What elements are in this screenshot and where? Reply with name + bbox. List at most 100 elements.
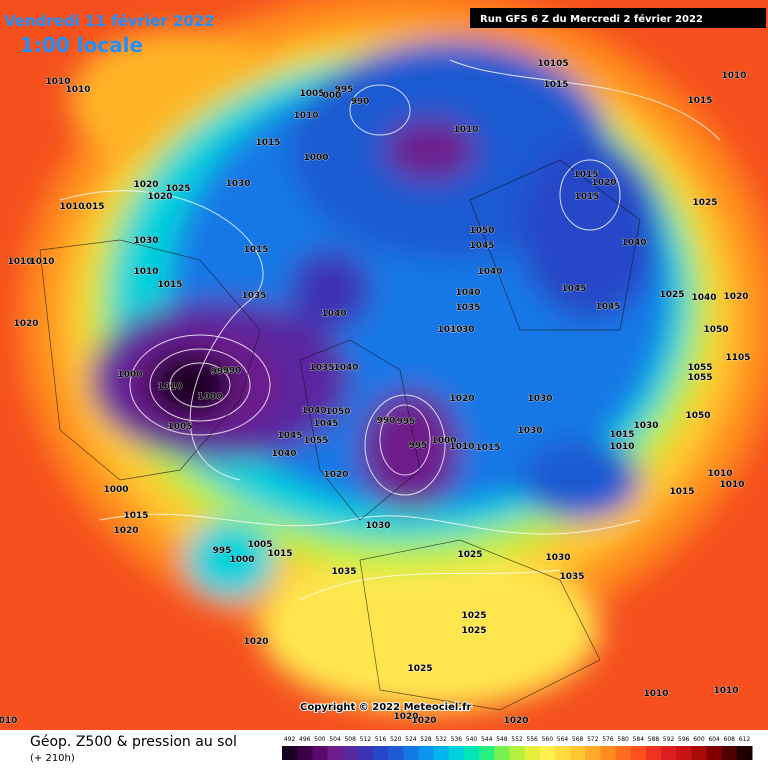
isobar-label: 1015 [574,192,599,202]
scale-label: 552 [511,736,523,743]
isobar-label: 1010 [713,686,738,696]
isobar-label: 1015 [267,549,292,559]
scale-swatch [312,746,328,760]
scale-swatch [554,746,571,760]
scale-label: 528 [420,736,432,743]
isobar-label: 1025 [461,626,486,636]
isobar-label: 1020 [449,394,474,404]
isobar-label: 1030 [545,553,570,563]
isobar-label: 1030 [633,421,658,431]
isobar-label: 1040 [271,449,296,459]
isobar-label: 1045 [313,419,338,429]
scale-swatch [357,746,374,760]
isobar-label: 995 [335,85,354,95]
isobar-label: 1020 [113,526,138,536]
scale-swatch [706,746,723,760]
isobar-label: 1010 [45,77,70,87]
isobar-label: 1025 [165,184,190,194]
isobar-label: 1025 [461,611,486,621]
isobar-label: 1010 [293,111,318,121]
isobar-label: 1020 [147,192,172,202]
scale-swatch [645,746,662,760]
isobar-label: 1015 [609,430,634,440]
scale-label: 568 [572,736,584,743]
isobar-label: 1035 [455,303,480,313]
isobar-label: 000 [323,91,342,101]
scale-swatch [524,746,541,760]
isobar-label: 995 [213,546,232,556]
isobar-label: 1040 [477,267,502,277]
isobar-label: 1020 [323,470,348,480]
isobar-label: 1025 [407,664,432,674]
isobar-label: 1020 [411,716,436,726]
scale-label: 600 [693,736,705,743]
isobar-label: 1040 [621,238,646,248]
isobar-label: 1040 [691,293,716,303]
isobar-label: 1010 [7,257,32,267]
isobar-label: 1010 [59,202,84,212]
scale-swatch [494,746,510,760]
scale-swatch [342,746,359,760]
isobar-label: 1045 [469,241,494,251]
isobar-label: 1010 [133,267,158,277]
scale-label: 508 [344,736,356,743]
scale-swatch [327,746,344,760]
scale-swatch [433,746,450,760]
isobar-label: 1010 [643,689,668,699]
isobar-label: 1055 [687,363,712,373]
scale-label: 540 [466,736,478,743]
isobar-label: 1020 [243,637,268,647]
isobar-label: 1010 [719,480,744,490]
scale-label: 504 [329,736,341,743]
legend: Géop. Z500 & pression au sol (+ 210h) 49… [0,730,768,768]
scale-swatch [539,746,556,760]
scale-swatch [418,746,435,760]
isobar-label: 1030 [517,426,542,436]
isobar-label: 1000 [103,485,128,495]
scale-swatch [509,746,526,760]
scale-label: 544 [481,736,493,743]
scale-swatch [372,746,389,760]
isobar-label: 1005 [299,89,324,99]
isobar-label: 1010 [29,257,54,267]
geopotential-field [20,0,768,710]
isobar-label: 990 [211,367,230,377]
scale-swatch [721,746,738,760]
scale-label: 588 [648,736,660,743]
isobar-label: 1010 [449,442,474,452]
scale-swatch [570,746,586,760]
scale-label: 584 [633,736,645,743]
scale-swatch [479,746,495,760]
isobar-label: 1055 [687,373,712,383]
isobar-label: 1030 [449,325,474,335]
scale-swatch [600,746,617,760]
scale-label: 500 [314,736,326,743]
scale-label: 520 [390,736,402,743]
isobar-label: 990 [377,416,396,426]
isobar-label: 1010 [65,85,90,95]
isobar-label: 1000 [431,436,456,446]
isobar-label: 1045 [561,284,586,294]
scale-swatch [448,746,465,760]
scale-label: 516 [375,736,387,743]
isobar-label: 1000 [117,370,142,380]
isobar-label: 1045 [595,302,620,312]
isobar-label: 1025 [457,550,482,560]
scale-label: 532 [435,736,447,743]
isobar-label: 1050 [703,325,728,335]
scale-label: 576 [602,736,614,743]
isobar-label: 1030 [527,394,552,404]
isobar-label: 1015 [475,443,500,453]
legend-lead: (+ 210h) [30,753,75,764]
isobar-label: 1020 [591,178,616,188]
scale-label: 580 [617,736,629,743]
scale-swatch [630,746,647,760]
isobar-label: 1015 [543,80,568,90]
isobar-label: 1000 [197,392,222,402]
isobar-label: 1040 [333,363,358,373]
isobar-label: 1025 [692,198,717,208]
scale-swatch [661,746,677,760]
